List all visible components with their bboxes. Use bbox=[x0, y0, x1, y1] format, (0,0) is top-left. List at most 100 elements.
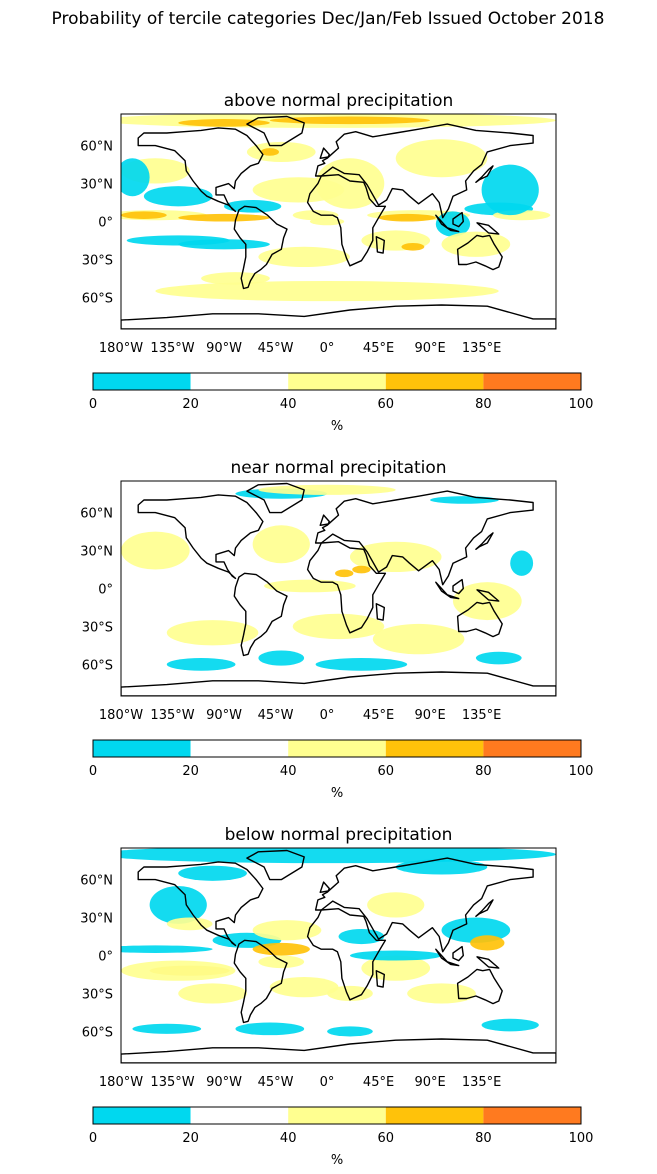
probability-patch bbox=[407, 983, 476, 1004]
probability-patch bbox=[470, 935, 505, 951]
probability-patch bbox=[178, 865, 247, 881]
colorbar-segment bbox=[385, 373, 484, 390]
probability-patch bbox=[155, 280, 499, 302]
probability-patch bbox=[401, 243, 425, 251]
probability-patch bbox=[441, 231, 511, 257]
x-tick-label: 45°W bbox=[258, 341, 294, 356]
y-tick-label: 60°S bbox=[82, 1025, 113, 1040]
probability-patch bbox=[178, 119, 270, 127]
coastline bbox=[306, 908, 387, 1001]
coastline bbox=[435, 948, 460, 967]
panel-1: above normal precipitation 180°W 135°W 90°W… bbox=[80, 91, 593, 434]
map-area bbox=[121, 114, 556, 329]
coastline bbox=[306, 541, 387, 634]
colorbar-tick-label: 60 bbox=[378, 764, 395, 779]
coastline bbox=[121, 671, 556, 696]
colorbar-segment bbox=[385, 1107, 484, 1124]
probability-patch bbox=[475, 651, 522, 665]
probability-patch bbox=[258, 955, 305, 969]
colorbar-frame bbox=[92, 372, 582, 391]
colorbar-tick-label: 80 bbox=[475, 397, 492, 412]
coastline bbox=[314, 490, 534, 586]
probability-patch bbox=[452, 582, 522, 621]
probability-patch bbox=[260, 148, 279, 156]
colorbar-tick-label: 0 bbox=[89, 397, 97, 412]
probability-patch bbox=[121, 211, 167, 219]
probability-patch bbox=[395, 859, 488, 875]
coastline bbox=[233, 205, 288, 290]
coastline bbox=[319, 147, 330, 159]
x-tick-label: 45°W bbox=[258, 708, 294, 723]
probability-patch bbox=[143, 186, 213, 207]
coastline bbox=[246, 482, 305, 514]
probability-patch bbox=[349, 541, 442, 573]
figure-title: Probability of tercile categories Dec/Ja… bbox=[52, 9, 605, 29]
probability-patch bbox=[269, 977, 339, 998]
probability-patch bbox=[367, 892, 425, 918]
colorbar-tick-label: 20 bbox=[182, 397, 199, 412]
coastline bbox=[233, 572, 288, 657]
colorbar-tick-label: 40 bbox=[280, 397, 297, 412]
probability-patch bbox=[315, 158, 385, 209]
probability-patch bbox=[235, 1022, 305, 1036]
probability-patch bbox=[121, 158, 150, 197]
coastline bbox=[306, 174, 387, 267]
x-tick-label: 90°W bbox=[206, 1075, 242, 1090]
colorbar-tick-label: 100 bbox=[569, 1131, 594, 1146]
y-tick-label: 60°S bbox=[82, 291, 113, 306]
colorbar-segment bbox=[190, 373, 289, 390]
y-tick-label: 30°N bbox=[80, 912, 113, 927]
probability-patch bbox=[372, 623, 465, 655]
coastline bbox=[475, 899, 494, 917]
probability-patch bbox=[327, 985, 373, 1002]
coastline bbox=[137, 127, 264, 213]
colorbar-tick-label: 80 bbox=[475, 1131, 492, 1146]
coastline bbox=[375, 603, 385, 621]
probability-patch bbox=[258, 650, 305, 666]
coastline bbox=[452, 211, 464, 228]
panel-3: below normal precipitation 180°W 135°W 90°W… bbox=[80, 825, 593, 1168]
colorbar-frame bbox=[92, 1106, 582, 1125]
coastline bbox=[137, 861, 264, 947]
y-tick-label: 60°N bbox=[80, 874, 113, 889]
coastline bbox=[233, 939, 288, 1024]
probability-patch bbox=[224, 200, 282, 213]
y-tick-label: 0° bbox=[98, 583, 113, 598]
probability-patch bbox=[315, 658, 408, 671]
y-tick-label: 30°N bbox=[80, 178, 113, 193]
colorbar-tick-label: 80 bbox=[475, 764, 492, 779]
probability-patch bbox=[166, 620, 259, 646]
probability-patch bbox=[481, 164, 539, 216]
probability-patch bbox=[121, 531, 190, 570]
coastline bbox=[456, 968, 503, 1005]
x-tick-label: 90°E bbox=[414, 708, 445, 723]
coastline bbox=[435, 581, 460, 600]
colorbar-tick-label: 60 bbox=[378, 1131, 395, 1146]
map-frame bbox=[120, 113, 557, 330]
y-tick-label: 30°S bbox=[82, 620, 113, 635]
x-tick-label: 135°W bbox=[150, 708, 194, 723]
x-tick-label: 135°E bbox=[462, 341, 502, 356]
colorbar-label: % bbox=[331, 419, 343, 434]
colorbar-tick-label: 20 bbox=[182, 1131, 199, 1146]
x-tick-label: 90°E bbox=[414, 341, 445, 356]
colorbar-tick-label: 0 bbox=[89, 764, 97, 779]
probability-patch bbox=[201, 272, 270, 285]
colorbar-tick-label: 0 bbox=[89, 1131, 97, 1146]
x-tick-label: 0° bbox=[320, 1075, 335, 1090]
panel-title: near normal precipitation bbox=[230, 458, 446, 478]
coastline bbox=[476, 956, 500, 969]
probability-patch bbox=[309, 217, 345, 226]
probability-patch bbox=[430, 496, 499, 504]
coastline bbox=[475, 165, 494, 183]
x-tick-label: 45°E bbox=[363, 341, 394, 356]
x-tick-label: 135°W bbox=[150, 341, 194, 356]
y-tick-label: 30°S bbox=[82, 987, 113, 1002]
y-tick-label: 60°N bbox=[80, 140, 113, 155]
x-tick-label: 90°E bbox=[414, 1075, 445, 1090]
colorbar-segment bbox=[288, 740, 386, 757]
probability-patch bbox=[335, 569, 354, 578]
map-frame bbox=[120, 480, 557, 697]
coastline bbox=[476, 589, 500, 602]
colorbar-segment bbox=[288, 373, 386, 390]
